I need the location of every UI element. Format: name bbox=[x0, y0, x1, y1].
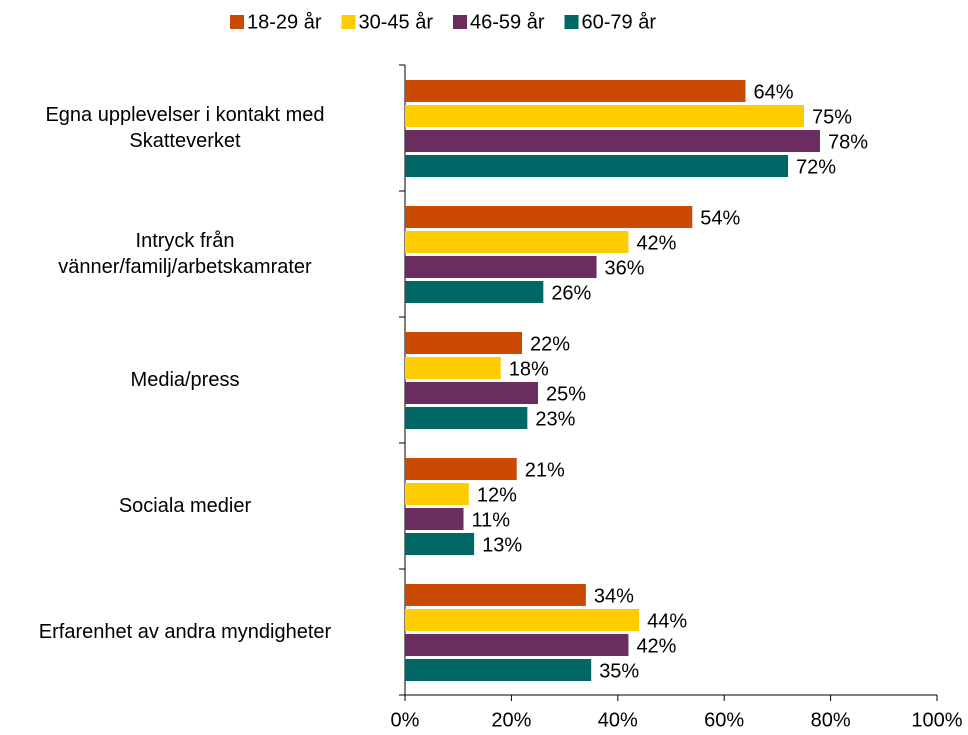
value-label: 18% bbox=[509, 358, 549, 380]
value-label: 64% bbox=[753, 81, 793, 103]
value-label: 78% bbox=[828, 131, 868, 153]
value-label: 54% bbox=[700, 207, 740, 229]
x-tick-label: 80% bbox=[811, 709, 851, 731]
value-label: 42% bbox=[636, 232, 676, 254]
bar bbox=[405, 80, 746, 102]
value-label: 72% bbox=[796, 156, 836, 178]
value-label: 23% bbox=[535, 408, 575, 430]
legend-label: 60-79 år bbox=[582, 11, 657, 33]
bar bbox=[405, 155, 789, 177]
bar bbox=[405, 256, 597, 278]
x-tick-label: 20% bbox=[491, 709, 531, 731]
value-label: 75% bbox=[812, 106, 852, 128]
category-label: Sociala medier bbox=[118, 495, 252, 517]
legend-swatch bbox=[341, 15, 356, 29]
value-label: 22% bbox=[530, 333, 570, 355]
value-label: 12% bbox=[477, 484, 517, 506]
bar bbox=[405, 231, 629, 253]
bar bbox=[405, 508, 464, 530]
category-label: Media/press bbox=[130, 369, 240, 391]
bar bbox=[405, 382, 538, 404]
bar bbox=[405, 332, 523, 354]
legend-label: 18-29 år bbox=[247, 11, 322, 33]
value-label: 11% bbox=[472, 509, 511, 531]
bar bbox=[405, 407, 528, 429]
bar bbox=[405, 659, 592, 681]
bar bbox=[405, 584, 586, 606]
value-label: 21% bbox=[525, 459, 565, 481]
x-tick-label: 40% bbox=[598, 709, 638, 731]
category-label: Egna upplevelser i kontakt med Skattever… bbox=[45, 104, 325, 152]
category-label: Erfarenhet av andra myndigheter bbox=[38, 621, 332, 643]
bar bbox=[405, 105, 804, 127]
legend-swatch bbox=[564, 15, 579, 29]
bar bbox=[405, 206, 693, 228]
value-label: 13% bbox=[482, 534, 522, 556]
legend-swatch bbox=[230, 15, 244, 29]
value-label: 44% bbox=[647, 610, 687, 632]
legend-swatch bbox=[453, 15, 467, 29]
bar bbox=[405, 357, 501, 379]
bar bbox=[405, 458, 517, 480]
legend-label: 46-59 år bbox=[470, 11, 545, 33]
value-label: 35% bbox=[599, 660, 639, 682]
bar bbox=[405, 483, 469, 505]
bar bbox=[405, 634, 629, 656]
value-label: 36% bbox=[605, 257, 645, 279]
x-tick-label: 0% bbox=[391, 709, 420, 731]
bar bbox=[405, 609, 640, 631]
legend-label: 30-45 år bbox=[359, 11, 434, 33]
value-label: 34% bbox=[594, 585, 634, 607]
x-tick-label: 60% bbox=[704, 709, 744, 731]
bar bbox=[405, 281, 544, 303]
value-label: 26% bbox=[551, 282, 591, 304]
bar bbox=[405, 533, 475, 555]
bar bbox=[405, 130, 820, 152]
value-label: 42% bbox=[636, 635, 676, 657]
value-label: 25% bbox=[546, 383, 586, 405]
category-label: Intryck från vänner/familj/arbetskamrate… bbox=[58, 230, 312, 278]
x-tick-label: 100% bbox=[911, 709, 962, 731]
